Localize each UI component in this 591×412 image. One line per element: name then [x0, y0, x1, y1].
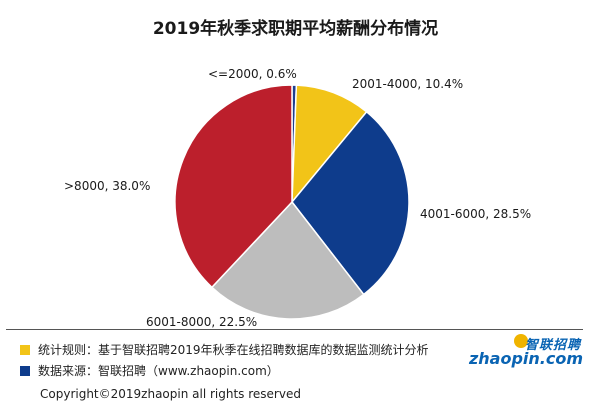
- chart-title: 2019年秋季求职期平均薪酬分布情况: [152, 19, 439, 39]
- pie-slice-6001-8000: [210, 200, 365, 320]
- pie-slice-2001-4000: [291, 84, 368, 205]
- logo-cn-text: 智联招聘: [524, 338, 581, 353]
- footer-note-source-text: 数据来源：智联招聘（www.zhaopin.com）: [38, 364, 279, 378]
- pie-chart: <=2000, 0.6% 2001-4000, 10.4% 4001-6000, 2…: [64, 67, 531, 329]
- copyright-text: Copyright©2019zhaopin all rights reserve…: [40, 387, 301, 401]
- logo-en-text: zhaopin.com: [468, 349, 583, 368]
- legend-swatch-yellow: [20, 344, 30, 355]
- zhaopin-logo: 智联招聘 zhaopin.com: [468, 334, 585, 372]
- pie-labels: <=2000, 0.6% 2001-4000, 10.4% 4001-6000, 2…: [64, 67, 531, 329]
- legend-swatch-blue: [20, 365, 30, 376]
- logo-mark-icon: [514, 334, 528, 348]
- footer-divider: [6, 329, 583, 330]
- slice-label-8000: >8000, 38.0%: [64, 179, 150, 193]
- pie-slices: [174, 84, 410, 320]
- footer-note-rule-text: 统计规则：基于智联招聘2019年秋季在线招聘数据库的数据监测统计分析: [38, 343, 429, 357]
- footer-note-rule: 统计规则：基于智联招聘2019年秋季在线招聘数据库的数据监测统计分析: [20, 341, 429, 358]
- pie-slice-4001-6000: [291, 110, 410, 296]
- slice-label-6001-8000: 6001-8000, 22.5%: [146, 315, 257, 329]
- footer-note-source: 数据来源：智联招聘（www.zhaopin.com）: [20, 362, 279, 379]
- pie-slice-8000: [174, 84, 293, 289]
- slice-label-2000: <=2000, 0.6%: [208, 67, 297, 81]
- slice-label-2001-4000: 2001-4000, 10.4%: [352, 77, 463, 91]
- slice-label-4001-6000: 4001-6000, 28.5%: [420, 207, 531, 221]
